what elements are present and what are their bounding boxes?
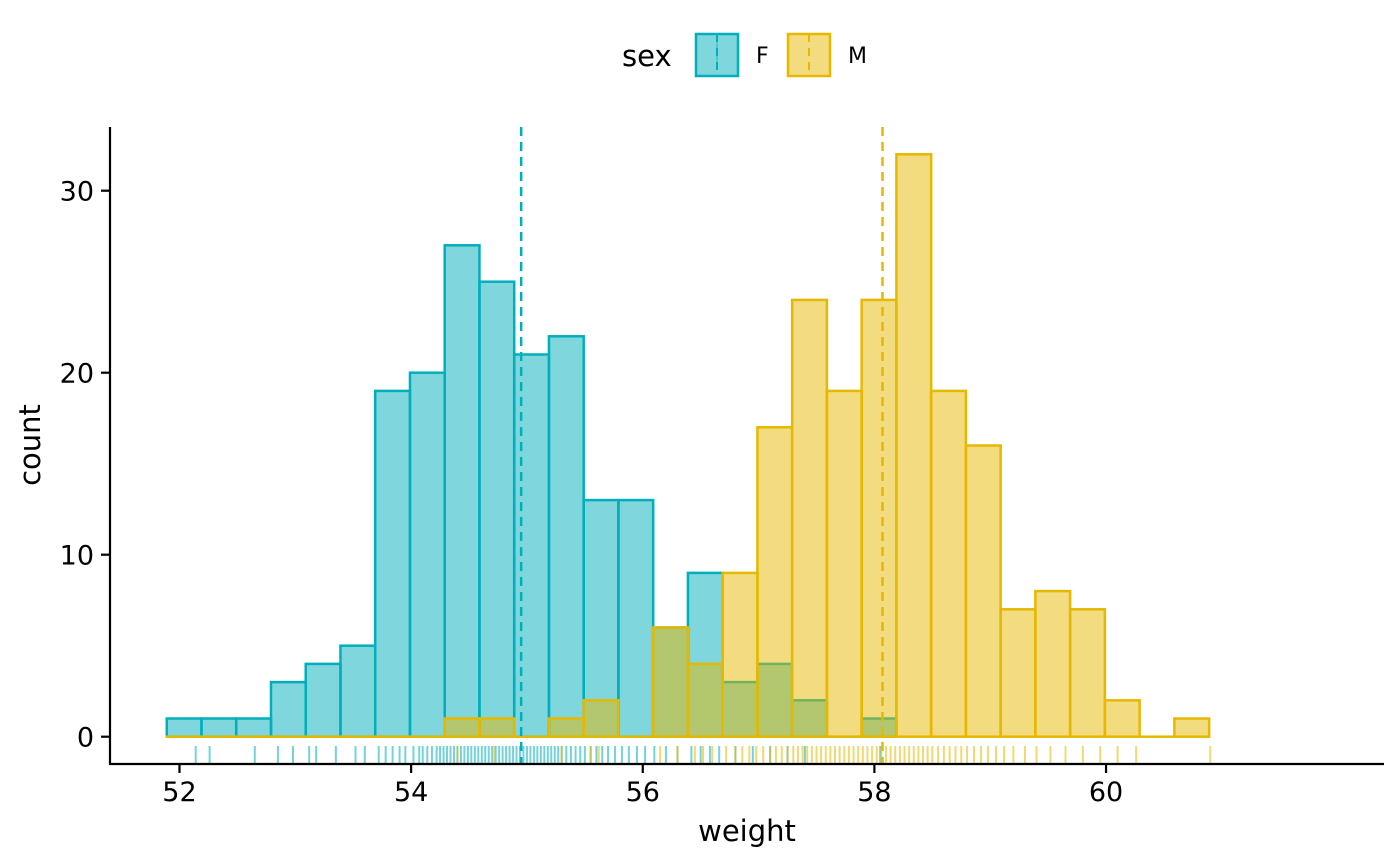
x-tick-label-56: 56 <box>626 777 660 808</box>
bar-m-25 <box>1034 589 1072 738</box>
y-ticks: 0 10 20 30 <box>60 177 110 754</box>
histogram-bars <box>165 153 1211 738</box>
legend-title: sex <box>622 39 672 73</box>
bar-m-12 <box>582 699 620 738</box>
legend-key-m <box>786 32 832 78</box>
bar-m-22 <box>929 389 968 738</box>
bar-m-14 <box>651 626 690 738</box>
bar-f-5 <box>339 644 377 738</box>
legend-label-m: M <box>848 44 867 69</box>
y-tick-label-20: 20 <box>60 359 94 390</box>
legend: sex F M <box>622 32 867 78</box>
y-tick-label-10: 10 <box>60 541 94 572</box>
bar-f-7 <box>408 371 446 738</box>
bar-m-11 <box>547 717 585 738</box>
bar-f-10 <box>512 353 551 738</box>
bar-m-24 <box>999 608 1037 738</box>
bar-m-27 <box>1103 699 1141 738</box>
x-axis-title: weight <box>698 814 796 848</box>
bar-m-8 <box>443 717 481 738</box>
bar-f-12 <box>582 498 620 738</box>
bar-m-19 <box>825 389 863 738</box>
bar-m-18 <box>790 298 829 738</box>
bar-f-1 <box>200 717 238 738</box>
mean-lines <box>519 127 884 764</box>
bar-m-26 <box>1068 608 1107 738</box>
bar-m-17 <box>756 426 794 738</box>
x-tick-label-60: 60 <box>1089 777 1123 808</box>
x-tick-label-52: 52 <box>162 777 196 808</box>
bar-f-4 <box>304 662 342 738</box>
y-axis-title: count <box>13 404 47 486</box>
legend-key-f <box>694 32 740 78</box>
bar-f-11 <box>547 335 585 738</box>
bar-f-6 <box>373 389 412 738</box>
bar-f-9 <box>478 280 516 738</box>
rug-marks <box>194 746 1212 764</box>
bar-m-21 <box>895 153 933 738</box>
bar-m-23 <box>964 444 1002 738</box>
bar-m-9 <box>478 717 516 738</box>
y-tick-label-0: 0 <box>77 723 94 754</box>
bar-m-16 <box>721 571 759 738</box>
legend-label-f: F <box>756 44 769 69</box>
bar-f-8 <box>443 244 481 738</box>
x-tick-label-54: 54 <box>394 777 428 808</box>
bar-f-3 <box>269 680 307 738</box>
x-tick-label-58: 58 <box>857 777 891 808</box>
bar-f-0 <box>165 717 203 738</box>
bar-f-13 <box>617 498 655 738</box>
y-tick-label-30: 30 <box>60 177 94 208</box>
bar-f-2 <box>234 717 273 738</box>
bar-m-15 <box>686 662 724 738</box>
x-ticks: 52 54 56 58 60 <box>162 764 1123 808</box>
bar-m-20 <box>860 298 898 738</box>
bar-m-29 <box>1173 717 1211 738</box>
